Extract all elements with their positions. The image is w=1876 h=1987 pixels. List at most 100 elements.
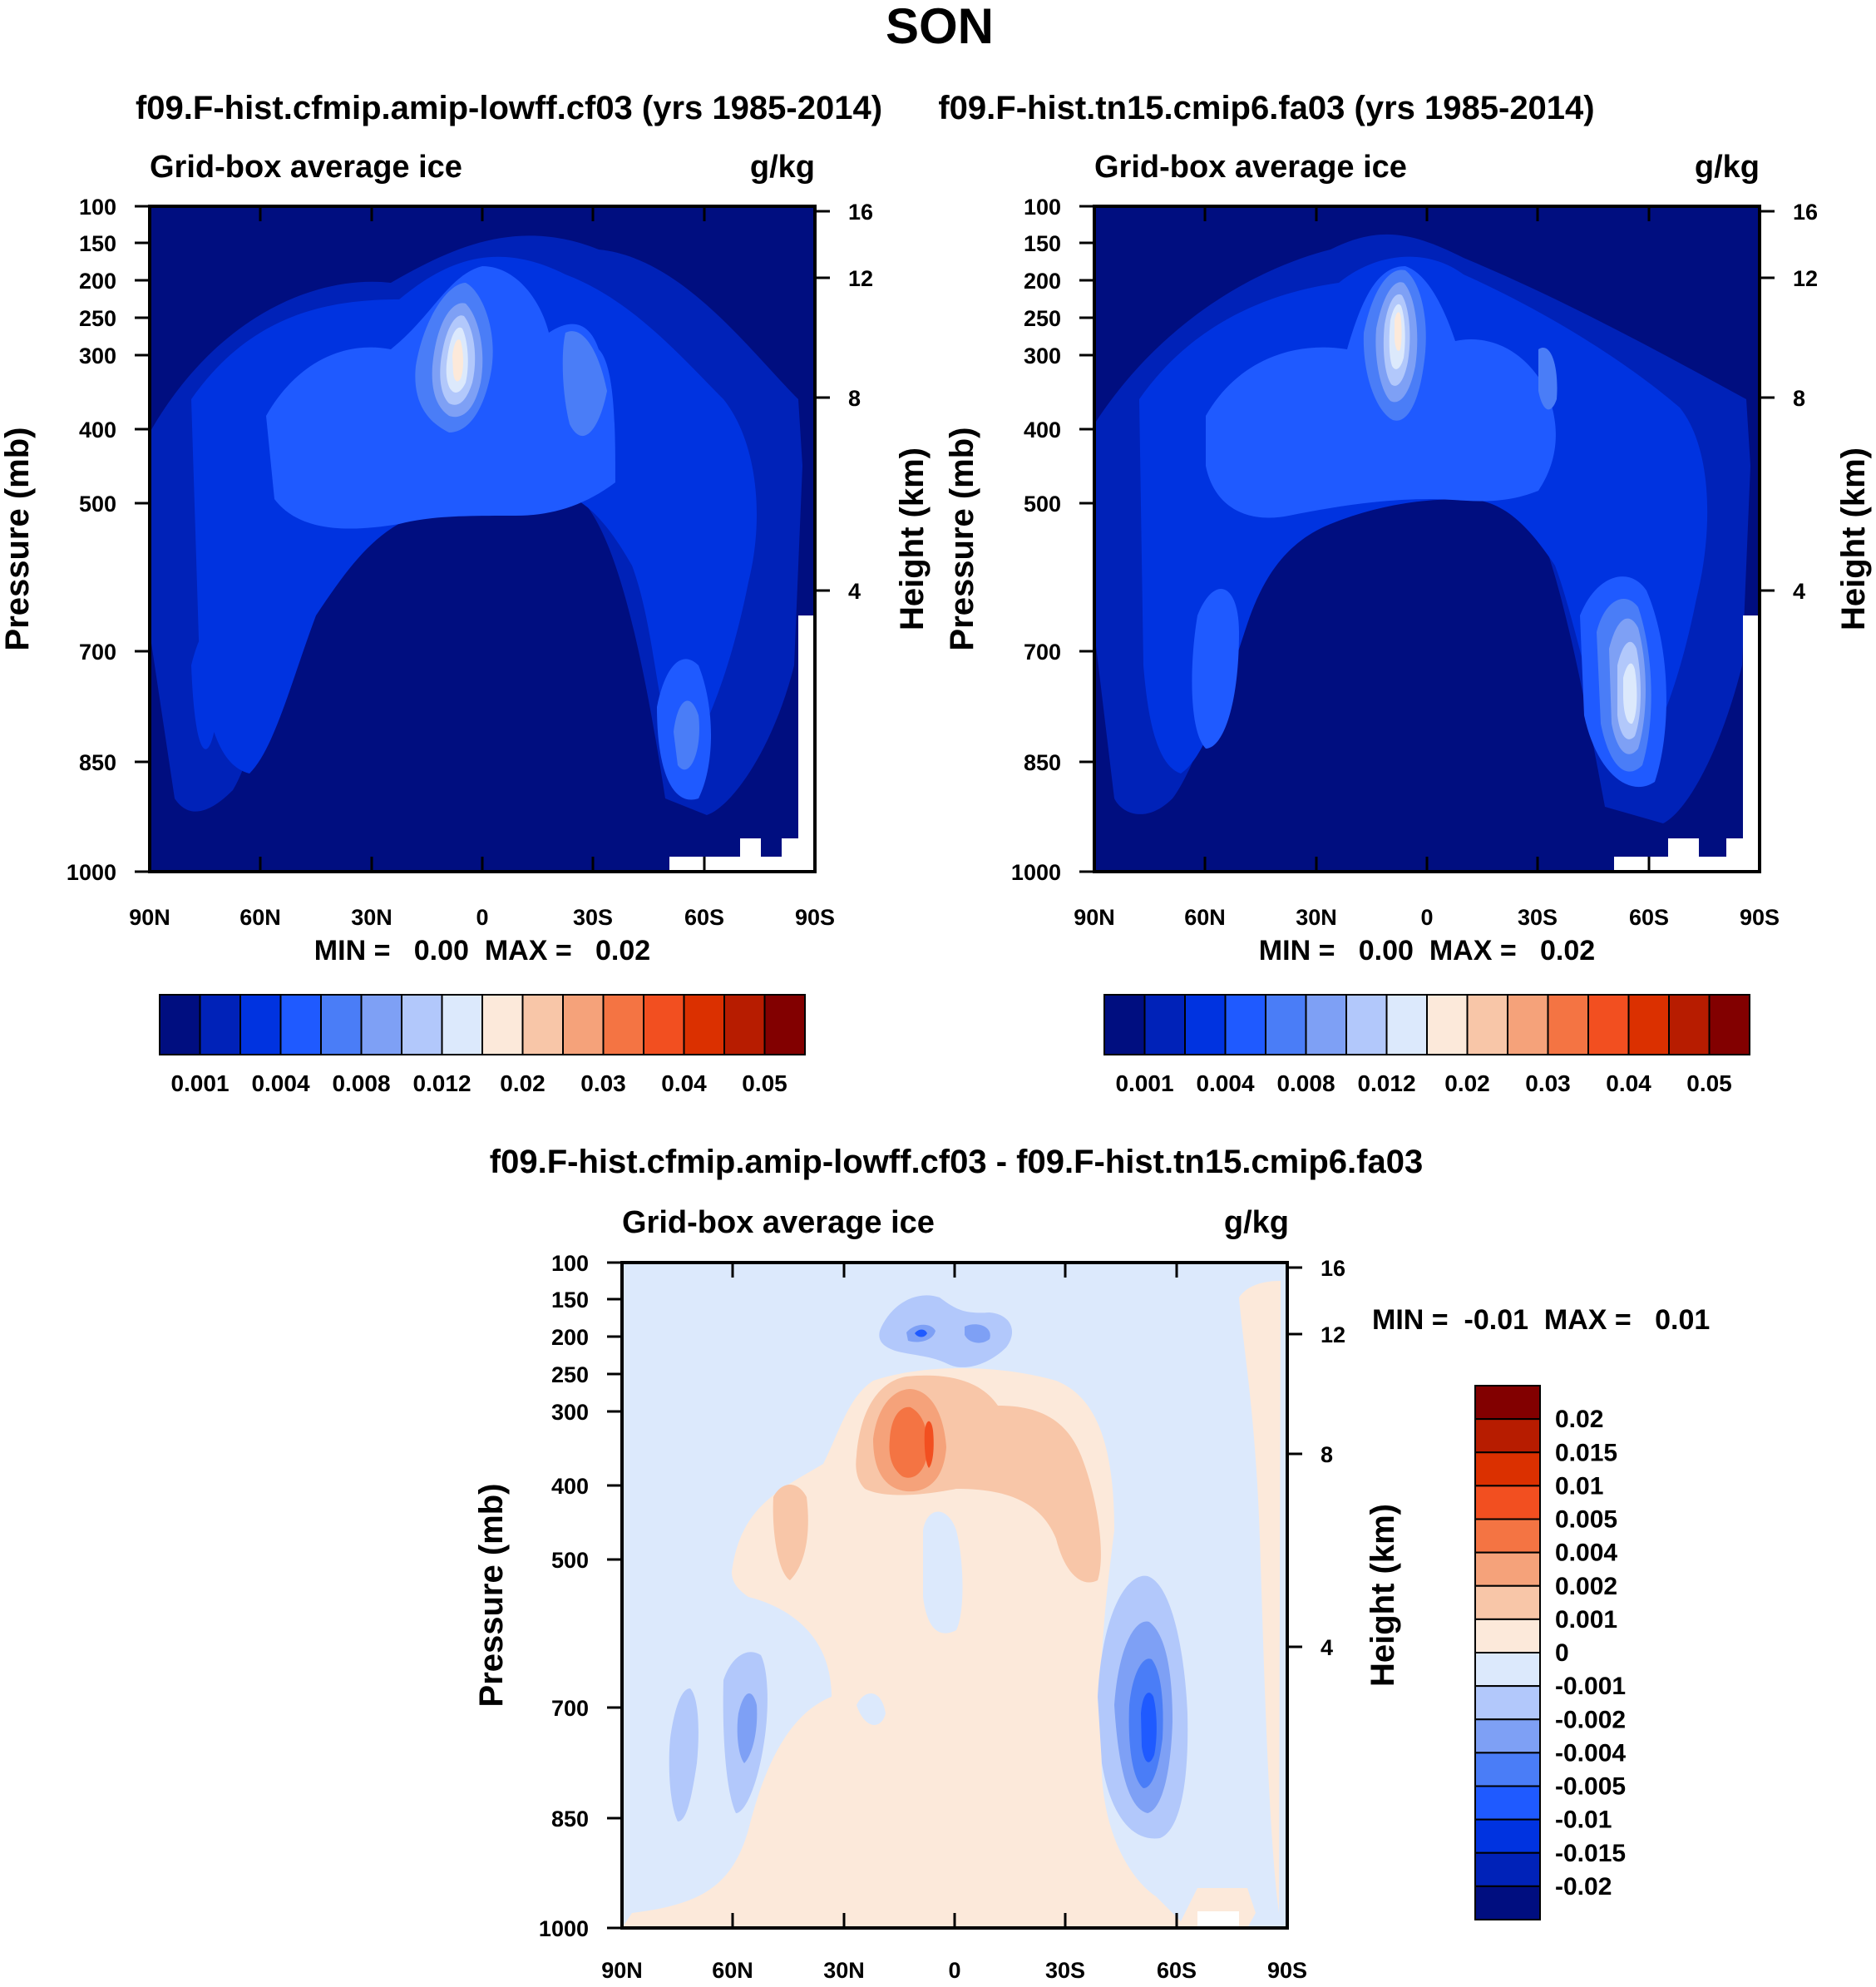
panel-3-colorbar-box: [1474, 1652, 1541, 1688]
panel-3-colorbar-box: [1474, 1618, 1541, 1653]
page-title: SON: [886, 0, 994, 54]
colorbar-label: 0.012: [1357, 1070, 1415, 1096]
panel-3-colorbar-label: 0: [1555, 1639, 1569, 1667]
colorbar-box: [1345, 994, 1388, 1055]
panel-1-ytick-label: 300: [79, 344, 116, 368]
panel-1-x-ticks: 90N 60N 30N 0 30S 60S 90S: [129, 905, 835, 930]
panel-3-colorbar-box: [1474, 1818, 1541, 1854]
panel-3-ytick-label: 1000: [539, 1916, 589, 1941]
colorbar-label: 0.02: [1444, 1070, 1490, 1096]
panel-1-xtick-label: 60S: [684, 905, 724, 930]
panel-3-xtick-label: 60S: [1157, 1958, 1197, 1983]
panel-3-negative-top-lvl2: [906, 1324, 990, 1343]
colorbar-box: [159, 994, 201, 1055]
panel-3-colorbar-labels: 0.02 0.015 0.01 0.005 0.004 0.002 0.001 0 -0.001…: [1555, 1406, 1626, 1901]
panel-1-ytick-label: 400: [79, 418, 116, 442]
panel-3-ytick-label: 400: [551, 1474, 589, 1499]
panel-3-colorbar-label: 0.004: [1555, 1540, 1617, 1567]
panel-3-units: g/kg: [1224, 1205, 1289, 1240]
panel-1-xtick-label: 90N: [129, 905, 170, 930]
colorbar-box: [1385, 994, 1428, 1055]
panel-1-colorbar-labels: 0.001 0.004 0.008 0.012 0.02 0.03 0.04 0.05: [170, 1070, 787, 1096]
panel-3-left-label: Grid-box average ice: [622, 1205, 935, 1240]
colorbar-box: [360, 994, 402, 1055]
panel-1-xtick-label: 30N: [351, 905, 392, 930]
panel-3-frame: [607, 1261, 1302, 1930]
colorbar-box: [1224, 994, 1266, 1055]
panel-1-frame: [135, 205, 830, 873]
panel-1-ytick-label: 200: [79, 269, 116, 294]
panel-3-xtick-label: 30N: [823, 1958, 865, 1983]
panel-1-y2tick-label: 4: [848, 579, 861, 604]
colorbar-box: [199, 994, 241, 1055]
panel-3-colorbar-label: -0.005: [1555, 1773, 1626, 1801]
panel-3-colorbar-label: 0.01: [1555, 1472, 1603, 1500]
colorbar-box: [320, 994, 363, 1055]
panel-2-units: g/kg: [1695, 150, 1760, 185]
panel-3-ytick-label: 500: [551, 1548, 589, 1573]
colorbar-label: 0.004: [251, 1070, 309, 1096]
colorbar-label: 0.05: [742, 1070, 787, 1096]
panel-2: f09.F-hist.tn15.cmip6.fa03 (yrs 1985-201…: [938, 90, 1872, 1096]
panel-2-y-axis-label: Pressure (mb): [944, 428, 980, 651]
colorbar-box: [1426, 994, 1469, 1055]
panel-1-y2-axis-label: Height (km): [894, 447, 931, 630]
panel-3-colorbar-box: [1474, 1451, 1541, 1487]
panel-3-colorbar-box: [1474, 1584, 1541, 1620]
panel-3-xtick-label: 0: [948, 1958, 960, 1983]
panel-3-ytick-label: 150: [551, 1288, 589, 1312]
colorbar-box: [763, 994, 806, 1055]
panel-1-left-label: Grid-box average ice: [150, 150, 462, 185]
panel-3-xtick-label: 60N: [712, 1958, 753, 1983]
panel-1-y2tick-label: 8: [848, 386, 861, 411]
panel-2-ytick-label: 300: [1024, 344, 1061, 368]
panel-3-colorbar-box: [1474, 1685, 1541, 1721]
panel-2-ytick-label: 200: [1024, 269, 1061, 294]
panel-2-y2tick-label: 16: [1793, 200, 1818, 225]
panel-3-title: f09.F-hist.cfmip.amip-lowff.cf03 - f09.F…: [490, 1144, 1423, 1180]
panel-2-ytick-label: 250: [1024, 306, 1061, 331]
panel-2-ytick-label: 400: [1024, 418, 1061, 442]
colorbar-label: 0.012: [412, 1070, 471, 1096]
panel-1-xtick-label: 30S: [573, 905, 613, 930]
colorbar-box: [1708, 994, 1750, 1055]
colorbar-box: [602, 994, 644, 1055]
panel-1-contour-lvl8: [452, 339, 463, 382]
panel-3-positive-lvl2: [773, 1375, 1101, 1583]
panel-2-ytick-label: 100: [1024, 195, 1061, 220]
panel-3-colorbar-box: [1474, 1418, 1541, 1454]
colorbar-label: 0.001: [170, 1070, 229, 1096]
panel-2-colorbar-labels: 0.001 0.004 0.008 0.012 0.02 0.03 0.04 0.05: [1115, 1070, 1731, 1096]
panel-3-y2-ticks: 16 12 8 4: [1321, 1256, 1345, 1660]
panel-2-xtick-label: 60N: [1184, 905, 1226, 930]
panel-3-colorbar-box: [1474, 1752, 1541, 1787]
panel-2-y2tick-label: 12: [1793, 266, 1818, 291]
colorbar-box: [1305, 994, 1347, 1055]
panel-3-positive-lvl5: [924, 1421, 934, 1468]
colorbar-label: 0.02: [500, 1070, 546, 1096]
panel-3-ytick-label: 300: [551, 1400, 589, 1425]
panel-2-contour-lvl6: [1383, 294, 1642, 739]
panel-1: f09.F-hist.cfmip.amip-lowff.cf03 (yrs 19…: [0, 90, 931, 1096]
panel-2-y2-axis-label: Height (km): [1835, 447, 1872, 630]
colorbar-label: 0.008: [332, 1070, 390, 1096]
panel-1-xtick-label: 0: [476, 905, 488, 930]
panel-2-xtick-label: 60S: [1629, 905, 1669, 930]
panel-3-ytick-label: 100: [551, 1251, 589, 1276]
colorbar-label: 0.03: [1525, 1070, 1571, 1096]
panel-3-positive-strip: [1239, 1281, 1281, 1913]
panel-3-negative-top-lvl3: [915, 1329, 927, 1337]
panel-1-ytick-label: 250: [79, 306, 116, 331]
panel-3-colorbar-label: 0.002: [1555, 1573, 1617, 1600]
panel-3-negative-hole: [857, 1511, 963, 1725]
panel-3-ytick-label: 200: [551, 1325, 589, 1350]
panel-1-ytick-label: 1000: [67, 860, 116, 885]
panel-3-y2tick-label: 12: [1321, 1322, 1345, 1347]
colorbar-box: [1103, 994, 1146, 1055]
panel-3-colorbar-label: -0.01: [1555, 1807, 1612, 1834]
panel-2-y2-ticks: 16 12 8 4: [1793, 200, 1818, 604]
panel-3-colorbar-box: [1474, 1885, 1541, 1920]
panel-1-min-max: MIN = 0.00 MAX = 0.02: [314, 935, 650, 966]
colorbar-box: [441, 994, 483, 1055]
